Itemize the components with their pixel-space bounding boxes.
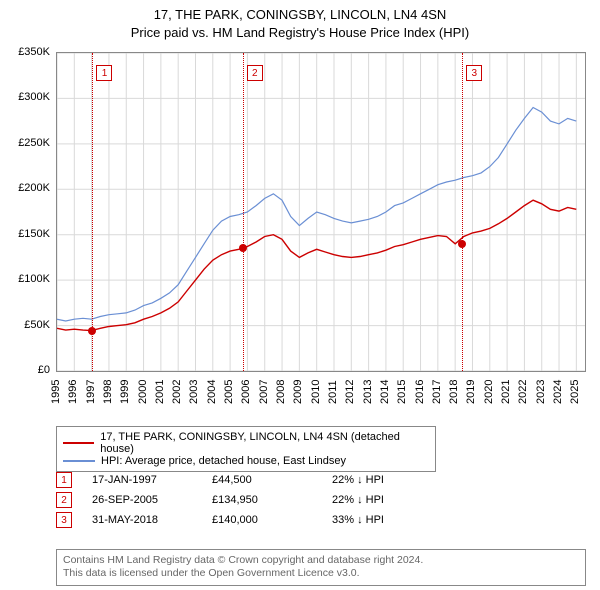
legend-label-price-paid: 17, THE PARK, CONINGSBY, LINCOLN, LN4 4S… bbox=[100, 431, 429, 455]
x-tick-label: 2022 bbox=[517, 380, 529, 404]
title-subtitle: Price paid vs. HM Land Registry's House … bbox=[0, 24, 600, 42]
x-tick-label: 2019 bbox=[465, 380, 477, 404]
x-tick-label: 2018 bbox=[448, 380, 460, 404]
y-axis-labels: £0£50K£100K£150K£200K£250K£300K£350K bbox=[0, 52, 54, 372]
x-tick-label: 2009 bbox=[292, 380, 304, 404]
x-tick-label: 1999 bbox=[119, 380, 131, 404]
x-tick-label: 2001 bbox=[154, 380, 166, 404]
y-tick-label: £0 bbox=[38, 364, 50, 376]
plot-svg bbox=[57, 53, 585, 371]
sale-marker-number: 2 bbox=[247, 65, 263, 81]
sale-marker-number: 3 bbox=[466, 65, 482, 81]
x-tick-label: 2017 bbox=[431, 380, 443, 404]
x-tick-label: 2004 bbox=[206, 380, 218, 404]
legend-label-hpi: HPI: Average price, detached house, East… bbox=[101, 455, 346, 467]
sales-row-diff: 22% ↓ HPI bbox=[332, 474, 452, 486]
x-tick-label: 2011 bbox=[327, 380, 339, 404]
disclaimer-box: Contains HM Land Registry data © Crown c… bbox=[56, 549, 586, 586]
sale-marker-dot bbox=[458, 240, 466, 248]
sale-marker-number: 1 bbox=[96, 65, 112, 81]
y-tick-label: £200K bbox=[18, 182, 50, 194]
x-tick-label: 2000 bbox=[137, 380, 149, 404]
sales-table: 1 17-JAN-1997£44,50022% ↓ HPI 2 26-SEP-2005… bbox=[56, 470, 496, 530]
sale-marker-dot bbox=[88, 327, 96, 335]
x-tick-label: 2013 bbox=[362, 380, 374, 404]
x-tick-label: 2010 bbox=[310, 380, 322, 404]
x-tick-label: 2024 bbox=[552, 380, 564, 404]
sales-row-number: 3 bbox=[56, 512, 72, 528]
x-tick-label: 2008 bbox=[275, 380, 287, 404]
sales-row-price: £134,950 bbox=[212, 494, 332, 506]
x-tick-label: 2006 bbox=[240, 380, 252, 404]
x-tick-label: 1996 bbox=[67, 380, 79, 404]
sales-table-row: 2 26-SEP-2005£134,95022% ↓ HPI bbox=[56, 490, 496, 510]
sales-row-date: 31-MAY-2018 bbox=[92, 514, 212, 526]
sale-marker-line bbox=[462, 53, 463, 371]
sale-marker-line bbox=[243, 53, 244, 371]
y-tick-label: £100K bbox=[18, 273, 50, 285]
x-tick-label: 2023 bbox=[535, 380, 547, 404]
legend-row-hpi: HPI: Average price, detached house, East… bbox=[63, 455, 429, 467]
legend-swatch-price-paid bbox=[63, 442, 94, 444]
sales-row-number: 1 bbox=[56, 472, 72, 488]
sales-row-diff: 33% ↓ HPI bbox=[332, 514, 452, 526]
sales-row-date: 26-SEP-2005 bbox=[92, 494, 212, 506]
disclaimer-line-1: Contains HM Land Registry data © Crown c… bbox=[63, 554, 579, 568]
x-tick-label: 1998 bbox=[102, 380, 114, 404]
x-tick-label: 1995 bbox=[50, 380, 62, 404]
y-tick-label: £250K bbox=[18, 137, 50, 149]
sales-row-date: 17-JAN-1997 bbox=[92, 474, 212, 486]
x-tick-label: 2015 bbox=[396, 380, 408, 404]
plot-area: 1 2 3 bbox=[56, 52, 586, 372]
x-tick-label: 2003 bbox=[188, 380, 200, 404]
x-tick-label: 2025 bbox=[569, 380, 581, 404]
x-tick-label: 2020 bbox=[483, 380, 495, 404]
sales-table-row: 3 31-MAY-2018£140,00033% ↓ HPI bbox=[56, 510, 496, 530]
legend-swatch-hpi bbox=[63, 460, 95, 462]
x-tick-label: 2016 bbox=[414, 380, 426, 404]
y-tick-label: £150K bbox=[18, 228, 50, 240]
x-tick-label: 2012 bbox=[344, 380, 356, 404]
disclaimer-line-2: This data is licensed under the Open Gov… bbox=[63, 567, 579, 581]
sale-marker-dot bbox=[239, 244, 247, 252]
title-address: 17, THE PARK, CONINGSBY, LINCOLN, LN4 4S… bbox=[0, 6, 600, 24]
sales-row-diff: 22% ↓ HPI bbox=[332, 494, 452, 506]
y-tick-label: £350K bbox=[18, 46, 50, 58]
sales-row-number: 2 bbox=[56, 492, 72, 508]
x-tick-label: 2005 bbox=[223, 380, 235, 404]
sales-row-price: £44,500 bbox=[212, 474, 332, 486]
y-tick-label: £50K bbox=[24, 319, 50, 331]
x-tick-label: 2021 bbox=[500, 380, 512, 404]
y-tick-label: £300K bbox=[18, 91, 50, 103]
x-tick-label: 2014 bbox=[379, 380, 391, 404]
chart-frame: 17, THE PARK, CONINGSBY, LINCOLN, LN4 4S… bbox=[0, 0, 600, 590]
title-area: 17, THE PARK, CONINGSBY, LINCOLN, LN4 4S… bbox=[0, 6, 600, 42]
x-tick-label: 1997 bbox=[85, 380, 97, 404]
sales-row-price: £140,000 bbox=[212, 514, 332, 526]
x-axis-labels: 1995199619971998199920002001200220032004… bbox=[56, 376, 586, 426]
sale-marker-line bbox=[92, 53, 93, 371]
sales-table-row: 1 17-JAN-1997£44,50022% ↓ HPI bbox=[56, 470, 496, 490]
x-tick-label: 2007 bbox=[258, 380, 270, 404]
x-tick-label: 2002 bbox=[171, 380, 183, 404]
legend-box: 17, THE PARK, CONINGSBY, LINCOLN, LN4 4S… bbox=[56, 426, 436, 472]
legend-row-price-paid: 17, THE PARK, CONINGSBY, LINCOLN, LN4 4S… bbox=[63, 431, 429, 455]
